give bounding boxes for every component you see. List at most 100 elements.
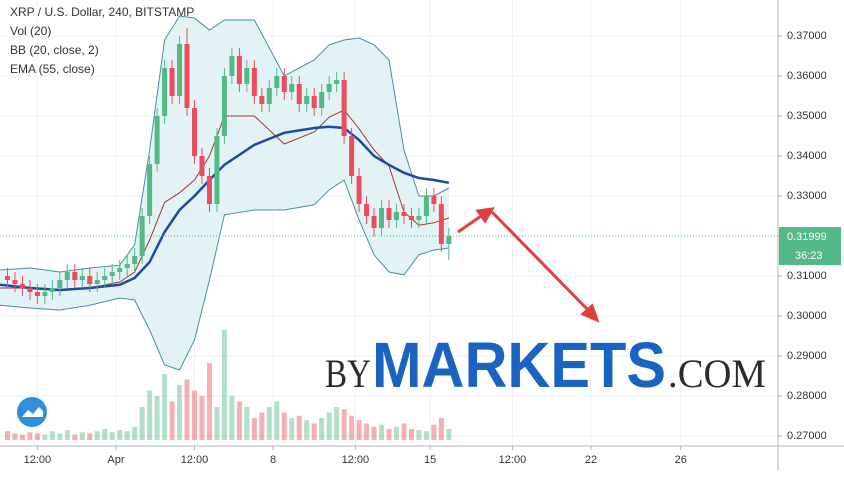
volume-bar — [438, 418, 444, 440]
logo-circle[interactable] — [17, 397, 47, 427]
indicator-label: Vol (20) — [10, 24, 51, 38]
symbol-title: XRP / U.S. Dollar, 240, BITSTAMP — [10, 5, 194, 19]
volume-bar — [4, 431, 10, 440]
candle-body — [147, 164, 153, 216]
volume-bar — [274, 401, 280, 440]
y-tick-label: 0.33000 — [787, 190, 827, 202]
bollinger-lower — [0, 179, 449, 371]
indicator-layer — [0, 15, 778, 371]
candle-body — [408, 216, 414, 220]
volume-bar — [416, 430, 422, 440]
candle-body — [274, 76, 280, 88]
volume-bar — [27, 432, 33, 440]
volume-bar — [236, 401, 242, 440]
volume-bar — [94, 431, 100, 440]
bollinger-basis — [0, 109, 449, 292]
candle-body — [416, 216, 422, 220]
candle-body — [393, 212, 399, 220]
volume-bar — [371, 426, 377, 440]
candle-body — [27, 288, 33, 292]
candle-body — [304, 96, 310, 104]
watermark: BY MARKETS .COM — [325, 329, 766, 401]
y-tick-label: 0.27000 — [787, 430, 827, 442]
volume-bar — [364, 423, 370, 440]
candle-body — [319, 92, 325, 108]
x-tick-label: 12:00 — [181, 454, 209, 466]
volume-bar — [221, 330, 227, 440]
y-tick-label: 0.34000 — [787, 150, 827, 162]
candle-body — [423, 196, 429, 216]
arrow-up-line — [457, 212, 485, 234]
volume-bar — [349, 415, 355, 440]
volume-bar — [169, 401, 175, 440]
candle-body — [12, 280, 18, 284]
volume-bar — [229, 396, 235, 440]
volume-bar — [192, 390, 197, 440]
volume-bar — [393, 426, 399, 440]
forecast-arrow — [457, 207, 600, 323]
legend: XRP / U.S. Dollar, 240, BITSTAMP Vol (20… — [10, 5, 194, 76]
y-tick-label: 0.35000 — [787, 110, 827, 122]
candle-body — [386, 208, 392, 220]
candle-body — [311, 96, 317, 108]
volume-bar — [289, 418, 295, 440]
volume-bar — [259, 412, 265, 440]
candle-body — [154, 116, 160, 164]
y-tick-label: 0.29000 — [787, 350, 827, 362]
volume-bar — [431, 424, 437, 440]
volume-bar — [177, 385, 183, 440]
candle-body — [259, 96, 265, 104]
volume-bar — [184, 379, 190, 440]
candle-body — [42, 292, 48, 296]
candle-body — [169, 68, 175, 96]
volume-bar — [64, 430, 70, 440]
candle-body — [64, 272, 70, 280]
volume-bar — [311, 423, 317, 440]
volume-bar — [34, 433, 40, 440]
candle-body — [139, 216, 145, 256]
logo[interactable] — [17, 397, 47, 427]
volume-bar — [401, 423, 407, 440]
y-tick-label: 0.28000 — [787, 390, 827, 402]
countdown-label: 36:23 — [795, 250, 823, 262]
volume-bar — [199, 396, 205, 440]
candle-body — [214, 136, 220, 204]
volume-bar — [326, 412, 332, 440]
candle-body — [72, 272, 78, 280]
candle-body — [49, 288, 55, 292]
candle-body — [57, 280, 63, 288]
candle-body — [251, 68, 257, 96]
candle-body — [192, 108, 197, 156]
candle-body — [162, 68, 168, 116]
volume-bar — [446, 429, 452, 440]
volume-bar — [154, 396, 160, 440]
volume-bar — [132, 426, 138, 440]
x-tick-label: 15 — [424, 454, 436, 466]
candle-body — [371, 216, 377, 228]
candle-body — [177, 44, 183, 96]
candle-body — [438, 204, 444, 244]
volume-bar — [379, 424, 385, 440]
volume-bar — [124, 431, 130, 440]
volume-bar — [42, 434, 48, 440]
candle-body — [206, 176, 212, 204]
candle-body — [199, 156, 205, 176]
volume-bar — [423, 431, 429, 440]
volume-bar — [296, 415, 302, 440]
volume-bar — [334, 407, 340, 440]
candle-body — [289, 84, 295, 92]
candle-body — [79, 276, 85, 280]
watermark-com: .COM — [668, 351, 766, 396]
candle-body — [334, 80, 340, 84]
candle-body — [364, 204, 370, 216]
candle-body — [401, 212, 407, 216]
last-price-badge — [779, 227, 841, 266]
volume-bar — [386, 429, 392, 440]
x-tick-label: 12:00 — [24, 454, 52, 466]
indicator-label: BB (20, close, 2) — [10, 43, 99, 57]
volume-bar — [72, 434, 78, 440]
candle-body — [431, 196, 437, 204]
volume-bar — [251, 418, 257, 440]
volume-layer — [4, 330, 452, 440]
